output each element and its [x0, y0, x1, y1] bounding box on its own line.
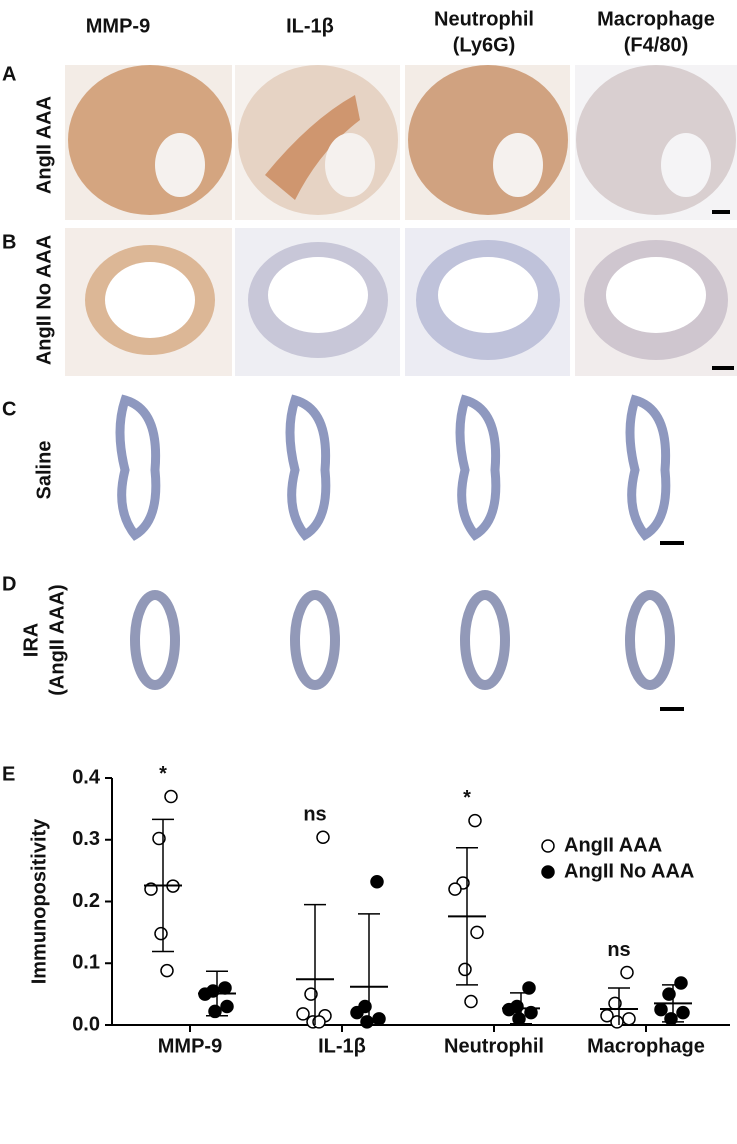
column-header: MMP-9 [86, 15, 150, 37]
panel-letter: C [2, 398, 16, 420]
lumen [606, 257, 706, 333]
legend-label: AngII AAA [564, 834, 662, 856]
data-point [304, 987, 318, 1001]
panel-letter: E [2, 763, 15, 785]
stain [265, 95, 360, 200]
x-tick-label: Macrophage [587, 1035, 705, 1057]
legend-marker [541, 865, 555, 879]
tissue [576, 65, 736, 215]
data-point [372, 1012, 386, 1026]
column-header: Macrophage [597, 8, 715, 30]
histology-panels [65, 65, 737, 711]
data-point [470, 925, 484, 940]
y-tick-label: 0.3 [72, 828, 100, 850]
lumen [661, 133, 711, 197]
row-label: Saline [33, 441, 55, 500]
data-point [468, 813, 482, 828]
vessels [130, 590, 675, 690]
data-point [512, 1012, 526, 1026]
scale-bar [660, 707, 684, 711]
lumen [268, 257, 368, 333]
scale-bar [660, 541, 684, 545]
column-header: IL-1β [286, 15, 334, 37]
data-point [448, 882, 462, 896]
data-point [316, 830, 330, 845]
data-point [676, 1005, 690, 1020]
data-point [218, 981, 232, 995]
data-point [620, 965, 634, 980]
data-point [664, 1012, 678, 1026]
row-label: AngII No AAA [33, 235, 55, 365]
data-point [360, 1015, 374, 1029]
data-point [220, 999, 234, 1014]
row-label: IRA [20, 623, 42, 657]
column-header: (F4/80) [624, 34, 688, 56]
significance: ns [607, 939, 630, 961]
data-point [458, 962, 472, 977]
panel-letter: D [2, 573, 16, 595]
scale-bar [712, 366, 734, 370]
data-point [154, 926, 168, 941]
row-label: (AngII AAA) [46, 584, 68, 695]
y-tick-label: 0.1 [72, 952, 100, 974]
lumen [105, 262, 195, 338]
lumen [155, 133, 205, 197]
row-label: AngII AAA [33, 96, 55, 194]
data-point [622, 1012, 636, 1026]
data-point [164, 789, 178, 804]
tissue [408, 65, 568, 215]
data-point [524, 1005, 538, 1020]
scale-bar [712, 210, 730, 214]
data-point [662, 987, 676, 1001]
y-axis-label: Immunopositivity [28, 818, 50, 984]
data-point [152, 831, 166, 846]
data-point [296, 1007, 310, 1021]
data-point [502, 1002, 516, 1017]
data-point [370, 874, 384, 889]
y-tick-label: 0.0 [72, 1013, 100, 1035]
data-point [674, 976, 688, 990]
x-tick-label: IL-1β [318, 1035, 366, 1057]
vessels [115, 394, 671, 541]
data-point [610, 1015, 624, 1029]
legend-marker [541, 839, 555, 853]
data-point [160, 963, 174, 978]
column-header: (Ly6G) [453, 34, 516, 56]
tissue [68, 65, 232, 215]
data-point [522, 981, 536, 995]
panel-letter: A [2, 63, 16, 85]
lumen [325, 133, 375, 197]
data-point [654, 1002, 668, 1017]
x-tick-label: MMP-9 [158, 1035, 222, 1057]
column-header: Neutrophil [434, 8, 534, 30]
legend-label: AngII No AAA [564, 860, 694, 882]
data-point [350, 1005, 364, 1020]
data-point [208, 1004, 222, 1019]
significance: ns [303, 804, 326, 826]
significance: * [159, 763, 167, 785]
significance: * [463, 787, 471, 809]
lumen [493, 133, 543, 197]
data-point [464, 994, 478, 1009]
y-tick-label: 0.4 [72, 766, 101, 788]
y-tick-label: 0.2 [72, 890, 100, 912]
x-tick-label: Neutrophil [444, 1035, 544, 1057]
data-point [312, 1015, 326, 1029]
panel-letter: B [2, 231, 16, 253]
lumen [438, 257, 538, 333]
